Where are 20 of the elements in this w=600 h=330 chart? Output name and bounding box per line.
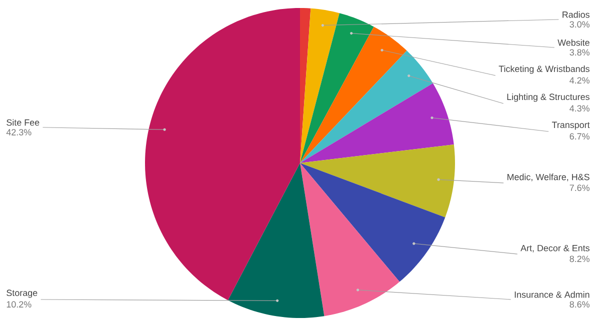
- data-label: 42.3%: [6, 129, 32, 136]
- data-label: 4.2%: [570, 77, 590, 84]
- data-label: 6.7%: [570, 133, 590, 140]
- slice-label: Site Fee: [6, 119, 40, 126]
- data-label: 3.0%: [570, 21, 590, 28]
- slice-label: Lighting & Structures: [507, 93, 590, 102]
- slice-label: Insurance & Admin: [514, 291, 590, 298]
- data-label: 4.3%: [570, 105, 590, 112]
- slice-label: Radios: [562, 11, 590, 18]
- data-label: 8.6%: [570, 301, 590, 308]
- data-label: 10.2%: [6, 301, 32, 308]
- slice-label: Storage: [6, 290, 38, 298]
- slice-label: Transport: [552, 122, 590, 130]
- data-label: 3.8%: [570, 49, 590, 56]
- slice-label: Medic, Welfare, H&S: [507, 174, 590, 182]
- data-label: 7.6%: [570, 184, 590, 192]
- data-label: 8.2%: [570, 256, 590, 262]
- slice-label: Website: [558, 39, 590, 46]
- slice-label: Art, Decor & Ents: [520, 244, 590, 252]
- slice-label: Ticketing & Wristbands: [498, 65, 590, 74]
